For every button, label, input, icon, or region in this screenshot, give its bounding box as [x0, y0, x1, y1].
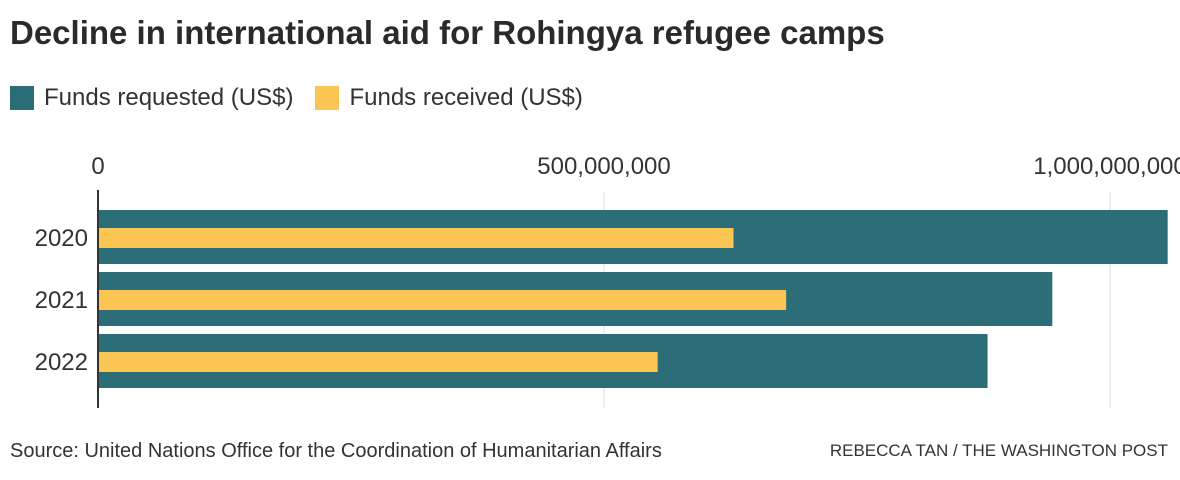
legend-swatch-requested: [10, 86, 34, 110]
y-tick-label: 2021: [35, 287, 88, 314]
y-tick-label: 2020: [35, 225, 88, 252]
x-tick-label: 1,000,000,000: [1033, 153, 1180, 180]
legend-item-requested: Funds requested (US$): [10, 84, 293, 112]
source-note: Source: United Nations Office for the Co…: [10, 440, 662, 462]
legend-label-received: Funds received (US$): [349, 84, 583, 111]
y-tick-label: 2022: [35, 349, 88, 376]
credit-line: REBECCA TAN / THE WASHINGTON POST: [829, 441, 1168, 460]
legend-item-received: Funds received (US$): [315, 84, 583, 112]
x-tick-label: 0: [91, 153, 104, 180]
bar-received: [98, 352, 658, 372]
legend-label-requested: Funds requested (US$): [44, 84, 294, 111]
legend-swatch-received: [315, 86, 340, 110]
chart-title: Decline in international aid for Rohingy…: [10, 14, 885, 51]
x-tick-label: 500,000,000: [537, 153, 670, 180]
bar-received: [98, 290, 787, 310]
legend: Funds requested (US$) Funds received (US…: [10, 84, 605, 112]
bar-received: [98, 228, 734, 248]
